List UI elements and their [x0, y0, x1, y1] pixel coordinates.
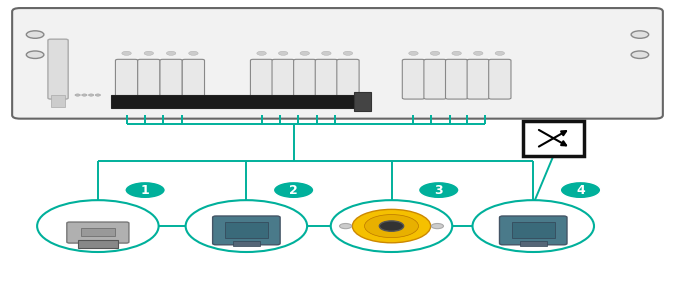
Bar	[78, 240, 118, 248]
Text: 2: 2	[290, 183, 298, 197]
FancyBboxPatch shape	[315, 59, 338, 99]
Circle shape	[352, 209, 431, 243]
FancyBboxPatch shape	[337, 59, 359, 99]
Circle shape	[95, 94, 101, 96]
Circle shape	[273, 181, 314, 199]
Circle shape	[418, 181, 459, 199]
Circle shape	[408, 51, 418, 55]
Circle shape	[364, 215, 418, 238]
Circle shape	[82, 94, 87, 96]
Bar	[111, 95, 354, 108]
Circle shape	[472, 200, 594, 252]
Circle shape	[88, 94, 94, 96]
Circle shape	[430, 51, 440, 55]
Bar	[512, 222, 555, 238]
FancyBboxPatch shape	[424, 59, 446, 99]
Circle shape	[495, 51, 504, 55]
Bar	[51, 95, 65, 107]
Bar	[225, 222, 268, 238]
Bar	[81, 228, 115, 236]
Bar	[233, 241, 260, 246]
FancyBboxPatch shape	[213, 216, 280, 245]
FancyBboxPatch shape	[467, 59, 489, 99]
Circle shape	[321, 51, 331, 55]
Circle shape	[473, 51, 483, 55]
FancyBboxPatch shape	[48, 39, 68, 99]
Circle shape	[560, 181, 601, 199]
Circle shape	[631, 51, 649, 58]
FancyBboxPatch shape	[500, 216, 567, 245]
Text: 3: 3	[435, 183, 443, 197]
Circle shape	[379, 221, 404, 231]
FancyBboxPatch shape	[182, 59, 205, 99]
Circle shape	[340, 223, 352, 229]
Circle shape	[75, 94, 80, 96]
FancyBboxPatch shape	[160, 59, 182, 99]
FancyBboxPatch shape	[446, 59, 468, 99]
Bar	[523, 121, 584, 156]
Circle shape	[331, 200, 452, 252]
Circle shape	[452, 51, 461, 55]
FancyBboxPatch shape	[272, 59, 294, 99]
FancyBboxPatch shape	[489, 59, 511, 99]
Circle shape	[26, 51, 44, 58]
Circle shape	[122, 51, 131, 55]
Circle shape	[256, 51, 266, 55]
FancyBboxPatch shape	[402, 59, 425, 99]
Bar	[354, 92, 371, 111]
Circle shape	[186, 200, 307, 252]
FancyBboxPatch shape	[12, 8, 663, 119]
Bar	[520, 241, 547, 246]
Circle shape	[431, 223, 443, 229]
FancyBboxPatch shape	[294, 59, 316, 99]
Circle shape	[144, 51, 153, 55]
Circle shape	[26, 31, 44, 38]
Circle shape	[631, 31, 649, 38]
FancyBboxPatch shape	[250, 59, 273, 99]
Text: 4: 4	[576, 183, 585, 197]
Circle shape	[300, 51, 309, 55]
Circle shape	[343, 51, 352, 55]
FancyBboxPatch shape	[115, 59, 138, 99]
Circle shape	[37, 200, 159, 252]
FancyBboxPatch shape	[67, 222, 129, 243]
FancyBboxPatch shape	[138, 59, 160, 99]
Circle shape	[125, 181, 165, 199]
Circle shape	[189, 51, 198, 55]
Text: 1: 1	[141, 183, 149, 197]
Circle shape	[278, 51, 288, 55]
Circle shape	[167, 51, 176, 55]
